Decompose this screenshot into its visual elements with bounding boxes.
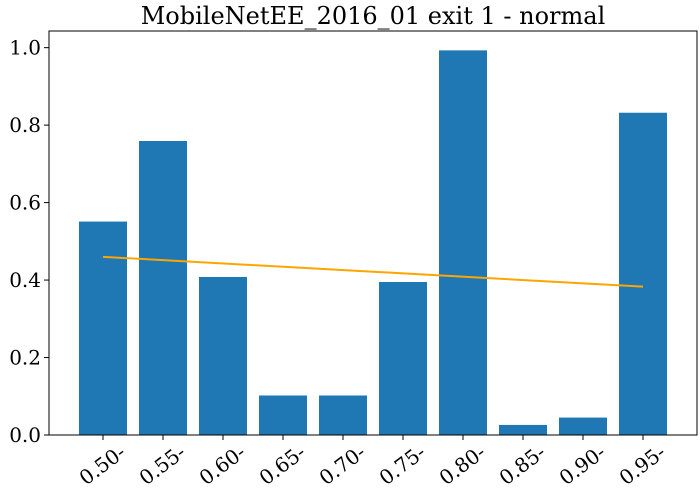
plot-frame: [48, 30, 698, 436]
y-tick-label-5: 1.0: [9, 36, 41, 60]
bar-4: [319, 395, 367, 435]
bar-8: [559, 417, 607, 435]
chart-title: MobileNetEE_2016_01 exit 1 - normal: [141, 2, 606, 30]
y-axis-ticks: 0.0 0.2 0.4 0.6 0.8 1.0: [9, 36, 49, 447]
x-tick-label-0: 0.50-: [75, 440, 130, 490]
x-tick-label-9: 0.95-: [615, 440, 670, 490]
x-tick-label-3: 0.65-: [255, 440, 310, 490]
y-tick-label-4: 0.8: [9, 113, 41, 137]
bar-3: [259, 395, 307, 435]
bar-5: [379, 281, 427, 435]
bar-6: [439, 50, 487, 435]
bar-9: [619, 112, 667, 436]
bar-1: [139, 141, 187, 436]
x-axis-ticks: 0.50- 0.55- 0.60- 0.65- 0.70- 0.75- 0.80- 0.85-…: [75, 435, 670, 490]
trend-layer: [102, 255, 644, 288]
y-tick-label-3: 0.6: [9, 191, 41, 215]
trend-line: [102, 255, 644, 288]
y-tick-label-0: 0.0: [9, 423, 41, 447]
x-tick-label-5: 0.75-: [375, 440, 430, 490]
y-tick-label-1: 0.2: [9, 346, 41, 370]
x-tick-label-1: 0.55-: [135, 440, 190, 490]
bar-0: [79, 221, 127, 435]
y-tick-label-2: 0.4: [9, 268, 41, 292]
x-tick-label-4: 0.70-: [315, 440, 370, 490]
bar-7: [499, 424, 547, 435]
axes-layer: [48, 30, 698, 436]
bar-2: [199, 276, 247, 435]
bars-layer: [79, 50, 667, 436]
x-tick-label-6: 0.80-: [435, 440, 490, 490]
x-tick-label-2: 0.60-: [195, 440, 250, 490]
x-tick-label-8: 0.90-: [555, 440, 610, 490]
x-tick-label-7: 0.85-: [495, 440, 550, 490]
